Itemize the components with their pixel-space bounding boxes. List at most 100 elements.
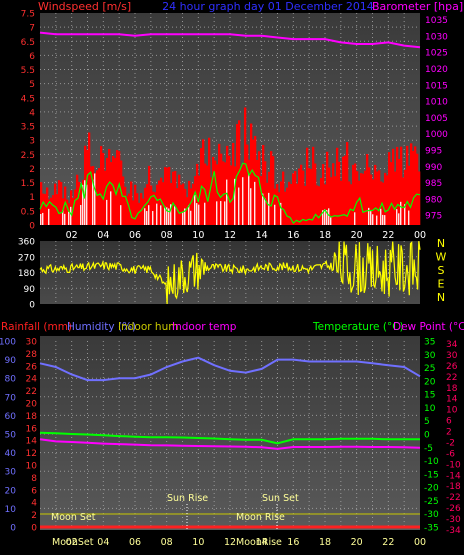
gust-bar: [240, 167, 243, 225]
gust-bar: [146, 184, 149, 225]
gust-bar: [218, 143, 221, 225]
temperature-tick-label: -20: [424, 484, 439, 494]
dewpoint-tick-label: 6: [446, 417, 452, 427]
indoor-tick-label: 16: [26, 424, 38, 434]
speed-bar: [242, 177, 244, 225]
gust-bar: [400, 146, 403, 225]
gust-bar: [212, 156, 215, 225]
speed-bar: [82, 184, 84, 225]
gust-bar: [164, 167, 167, 225]
gust-bar: [136, 193, 139, 225]
direction-tick-label: 270: [18, 253, 35, 263]
wind-tick-label: 0.5: [21, 207, 35, 217]
gust-bar: [44, 193, 47, 225]
legend-indoor-temp: Indoor temp: [172, 321, 237, 333]
time-tick-label: 22: [382, 537, 394, 548]
sun-rise-label: Sun Rise: [167, 493, 208, 504]
wind-time-axis-labels: 02 04 06 08 10 12 14 16 18 20 22 00: [66, 230, 426, 241]
speed-bar: [274, 204, 276, 225]
barometer-tick-label: 995: [425, 146, 442, 156]
speed-bar: [92, 179, 94, 225]
gust-bar: [254, 135, 257, 225]
time-tick-label: 10: [192, 537, 204, 548]
gust-bar: [178, 174, 181, 225]
gust-bar: [390, 162, 393, 225]
direction-tick-label: 360: [18, 238, 35, 248]
gust-bar: [166, 167, 169, 225]
speed-bar: [268, 192, 270, 225]
barometer-tick-label: 975: [425, 212, 442, 222]
average-speed-polyline: [39, 162, 421, 225]
time-tick-label: 06: [129, 230, 141, 241]
speed-bar: [198, 204, 200, 225]
temperature-tick-label: 15: [424, 391, 435, 401]
wind-average-line: [39, 162, 421, 225]
gust-bar: [78, 182, 81, 225]
dewpoint-tick-label: 22: [446, 373, 457, 383]
gust-bar: [148, 165, 151, 225]
moon-rise-label: Moon Rise: [236, 512, 285, 523]
gust-bar: [58, 180, 61, 225]
gust-bar: [370, 174, 373, 225]
barometer-tick-label: 990: [425, 163, 442, 173]
speed-bar: [372, 214, 374, 225]
speed-bar: [48, 208, 50, 225]
temperature-tick-label: 5: [424, 417, 430, 427]
time-tick-label: 02: [66, 537, 78, 548]
gust-bar: [278, 192, 281, 225]
wind-white-bars: [40, 173, 410, 225]
wind-tick-label: 7.5: [21, 10, 35, 20]
gust-bar: [40, 182, 43, 225]
speed-bar: [86, 184, 88, 225]
gust-bar: [404, 169, 407, 225]
speed-bar: [254, 181, 256, 225]
humidity-tick-label: 100: [0, 338, 16, 348]
gust-bar: [284, 191, 287, 225]
speed-bar: [328, 208, 330, 225]
gust-bar: [302, 170, 305, 225]
speed-bar: [264, 198, 266, 225]
gust-bar: [326, 151, 329, 225]
sun-set-label: Sun Set: [262, 493, 299, 504]
humidity-tick-label: 20: [5, 486, 17, 496]
speed-bar: [250, 188, 252, 225]
temperature-tick-label: -30: [424, 510, 439, 520]
speed-bar: [376, 215, 378, 225]
gust-bar: [414, 146, 417, 225]
gust-bar: [116, 150, 119, 225]
gust-bar: [190, 188, 193, 225]
gust-bar: [250, 123, 253, 225]
gust-bar: [362, 173, 365, 225]
time-tick-label: 02: [66, 230, 78, 241]
gust-bar: [346, 142, 349, 225]
time-tick-label: 14: [256, 537, 268, 548]
speed-bar: [120, 205, 122, 225]
gust-bar: [216, 164, 219, 225]
humidity-line: [39, 356, 421, 382]
wind-tick-label: 3.5: [21, 123, 35, 133]
gust-bar: [314, 163, 317, 225]
direction-tick-label: 0: [29, 301, 35, 311]
gust-bar: [402, 177, 405, 225]
direction-tick-label: 90: [24, 285, 36, 295]
gust-bar: [270, 151, 273, 225]
speed-bar: [156, 203, 158, 225]
indoor-tick-label: 10: [26, 462, 38, 472]
speed-bar: [148, 205, 150, 225]
barometer-tick-label: 1005: [425, 114, 448, 124]
windspeed-axis-title: Windspeed [m/s]: [38, 0, 131, 13]
gust-bar: [184, 188, 187, 225]
speed-bar: [322, 210, 324, 225]
barometer-line: [39, 31, 421, 49]
time-tick-label: 08: [161, 230, 173, 241]
gust-bar: [262, 145, 265, 225]
gust-bar: [416, 153, 419, 225]
direction-axis-labels: 360 270 180 90 0: [18, 238, 35, 311]
temperature-tick-label: -35: [424, 524, 439, 534]
gust-bar: [202, 139, 205, 225]
gust-bar: [304, 185, 307, 225]
gust-bar: [52, 195, 55, 225]
gust-bar: [54, 183, 57, 225]
gust-bar: [96, 170, 99, 225]
